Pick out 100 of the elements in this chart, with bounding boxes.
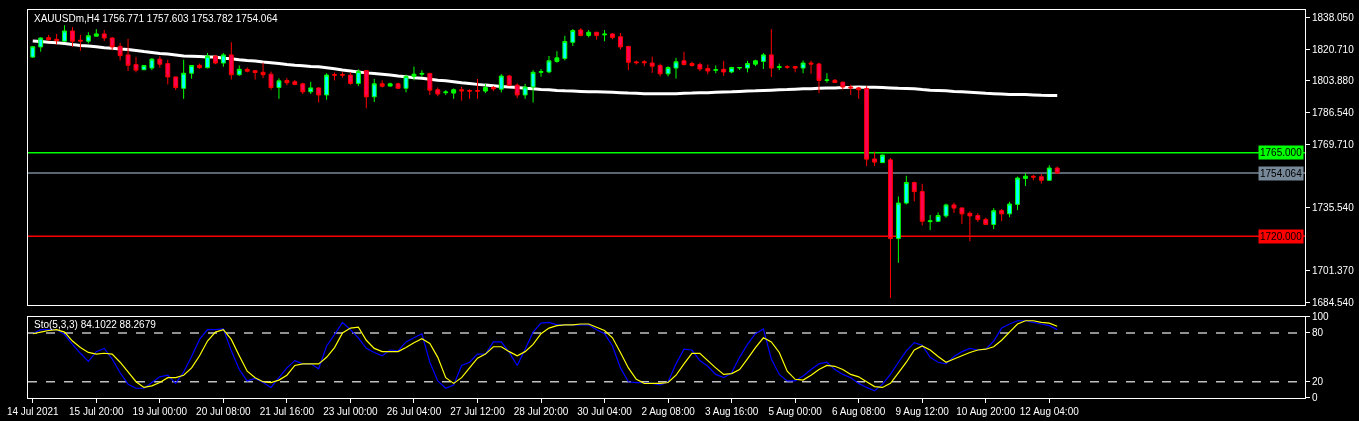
candlestick xyxy=(657,63,663,77)
candlestick xyxy=(244,67,250,73)
candlestick xyxy=(451,87,457,100)
candlestick xyxy=(1046,164,1052,182)
candlestick xyxy=(737,67,743,71)
candlestick xyxy=(1015,176,1020,211)
candlestick xyxy=(840,81,846,91)
y-tick-label: 1838.050 xyxy=(1312,11,1355,23)
candlestick xyxy=(586,29,592,38)
candlestick xyxy=(506,74,512,87)
candlestick xyxy=(864,85,870,167)
candlestick xyxy=(30,45,36,59)
candlestick xyxy=(610,32,615,40)
candlestick xyxy=(324,72,330,101)
candlestick xyxy=(435,87,441,97)
candlestick xyxy=(228,41,234,81)
candlestick xyxy=(252,69,258,81)
candlestick xyxy=(959,207,965,225)
candlestick xyxy=(387,82,393,88)
candlestick xyxy=(220,52,226,68)
candlestick xyxy=(570,28,576,47)
candlestick xyxy=(395,82,401,89)
candlestick xyxy=(268,71,274,91)
candlestick xyxy=(848,84,854,96)
x-tick-label: 5 Aug 00:00 xyxy=(768,406,823,417)
chart-title: Sto(5,3,3) 84.1022 88.2679 xyxy=(34,319,157,330)
candlestick xyxy=(316,87,322,104)
candlestick xyxy=(411,66,417,81)
candlestick xyxy=(633,59,639,66)
candlestick xyxy=(554,50,560,64)
candlestick xyxy=(602,29,607,42)
candlestick xyxy=(109,36,115,51)
candlestick xyxy=(355,68,361,87)
y-tick-label: 1803.880 xyxy=(1312,75,1355,87)
candlestick xyxy=(149,57,155,71)
y-tick-label: 0 xyxy=(1312,392,1318,404)
x-tick-label: 15 Jul 20:00 xyxy=(69,406,124,417)
x-tick-label: 27 Jul 12:00 xyxy=(450,406,506,417)
x-tick-label: 20 Jul 08:00 xyxy=(196,406,252,417)
candlestick xyxy=(919,183,925,226)
candlestick xyxy=(165,59,171,85)
candlestick xyxy=(697,62,703,72)
chart-title: XAUUSDm,H4 1756.771 1757.603 1753.782 1754.064 xyxy=(34,13,278,24)
ref-line-label: 1754.064 xyxy=(1260,168,1303,179)
candlestick xyxy=(816,62,822,94)
x-tick-label: 19 Jul 00:00 xyxy=(132,406,188,417)
x-tick-label: 6 Aug 08:00 xyxy=(831,406,886,417)
y-tick-label: 1820.710 xyxy=(1312,43,1355,55)
candlestick xyxy=(173,75,179,91)
x-tick-label: 9 Aug 12:00 xyxy=(895,406,950,417)
candlestick xyxy=(85,31,91,44)
candlestick xyxy=(117,42,123,61)
candlestick xyxy=(562,35,568,61)
candlestick xyxy=(379,79,385,89)
candlestick xyxy=(760,52,766,70)
candlestick xyxy=(538,68,544,78)
candlestick xyxy=(832,78,838,84)
candlestick xyxy=(705,64,711,75)
candlestick xyxy=(340,71,345,79)
candlestick xyxy=(991,207,997,230)
candlestick xyxy=(93,28,99,37)
x-tick-label: 30 Jul 04:00 xyxy=(577,406,633,417)
y-tick-label: 1769.710 xyxy=(1312,138,1355,150)
candlestick xyxy=(927,214,933,231)
candlestick xyxy=(300,82,306,95)
x-tick-label: 23 Jul 00:00 xyxy=(323,406,379,417)
candlestick xyxy=(54,33,60,45)
candlestick xyxy=(625,45,631,71)
x-tick-label: 26 Jul 04:00 xyxy=(386,406,442,417)
candlestick xyxy=(578,27,584,37)
candlestick xyxy=(276,77,282,100)
line-series xyxy=(31,39,1059,98)
candlestick xyxy=(332,72,337,81)
candlestick xyxy=(38,36,44,53)
x-tick-label: 28 Jul 20:00 xyxy=(513,406,569,417)
candlestick xyxy=(792,66,798,73)
candlestick xyxy=(260,62,266,79)
candlestick xyxy=(776,63,782,71)
candlestick xyxy=(824,72,830,84)
candlestick xyxy=(157,55,163,69)
candlestick xyxy=(665,65,671,77)
candlestick xyxy=(101,29,107,42)
x-tick-label: 14 Jul 2021 xyxy=(6,406,60,417)
candlestick xyxy=(935,211,941,223)
candlestick xyxy=(70,26,75,48)
candlestick xyxy=(514,82,520,99)
candlestick xyxy=(77,34,83,52)
candlestick xyxy=(999,208,1005,222)
candlestick xyxy=(530,69,536,104)
candlestick xyxy=(443,89,449,96)
ref-line-label: 1720.000 xyxy=(1260,231,1303,242)
candlestick xyxy=(292,79,298,86)
y-tick-label: 20 xyxy=(1312,376,1324,388)
candlestick xyxy=(753,59,758,67)
candlestick xyxy=(459,86,465,102)
candlestick xyxy=(673,57,679,80)
candlestick xyxy=(1023,172,1028,187)
candlestick xyxy=(236,64,242,77)
y-tick-label: 100 xyxy=(1312,311,1330,323)
candlestick xyxy=(46,34,52,42)
